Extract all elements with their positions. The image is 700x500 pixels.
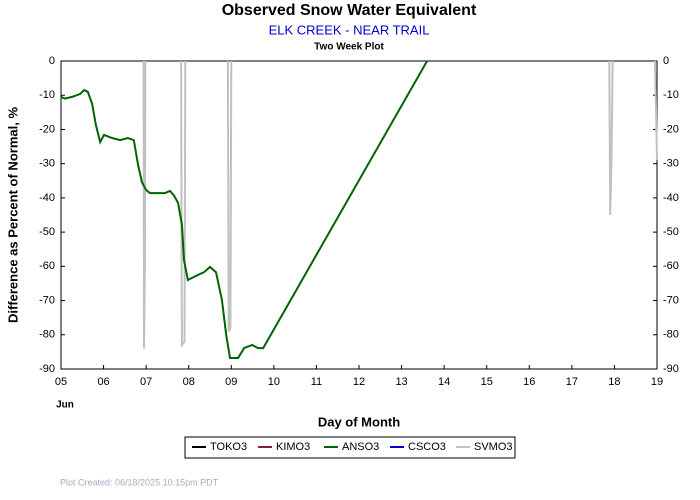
x-sublabel: Jun [56, 400, 74, 411]
chart-title: Observed Snow Water Equivalent [222, 2, 477, 19]
y-axis-label: Difference as Percent of Normal, % [5, 107, 20, 323]
plot-frame [60, 60, 658, 370]
x-axis-label: Day of Month [318, 414, 400, 429]
x-tick-label: 12 [353, 376, 365, 388]
y-tick-label: -60 [39, 260, 55, 272]
x-tick-label: 15 [481, 376, 493, 388]
x-tick-label: 08 [183, 376, 195, 388]
x-tick-label: 13 [395, 376, 407, 388]
legend-label: SVMO3 [474, 441, 513, 453]
y2-tick-label: 0 [663, 55, 669, 67]
x-tick-label: 19 [651, 376, 663, 388]
y2-tick-label: -30 [663, 158, 679, 170]
y2-tick-label: -90 [663, 363, 679, 375]
y2-tick-label: -20 [663, 123, 679, 135]
x-tick-label: 17 [566, 376, 578, 388]
y-tick-label: -50 [39, 226, 55, 238]
plot-label: Two Week Plot [314, 42, 384, 53]
legend-label: ANSO3 [342, 441, 379, 453]
y2-tick-label: -40 [663, 192, 679, 204]
y-tick-label: -10 [39, 89, 55, 101]
y-tick-label: -70 [39, 294, 55, 306]
x-tick-label: 18 [608, 376, 620, 388]
y-tick-label: -30 [39, 158, 55, 170]
legend-label: KIMO3 [276, 441, 310, 453]
y2-tick-label: -50 [663, 226, 679, 238]
y2-tick-label: -60 [663, 260, 679, 272]
y2-tick-label: -80 [663, 329, 679, 341]
series-line [60, 60, 428, 359]
x-tick-label: 09 [225, 376, 237, 388]
chart-subtitle: ELK CREEK - NEAR TRAIL [269, 22, 430, 37]
x-tick-label: 16 [523, 376, 535, 388]
x-tick-label: 06 [97, 376, 109, 388]
series-line [142, 60, 658, 349]
footer: Plot Created: 06/18/2025 10:15pm PDT [60, 477, 219, 487]
y-tick-label: -20 [39, 123, 55, 135]
x-tick-label: 14 [438, 376, 450, 388]
legend-label: TOKO3 [210, 441, 247, 453]
y-tick-label: -90 [39, 363, 55, 375]
y-tick-label: 0 [49, 55, 55, 67]
x-tick-label: 11 [311, 376, 322, 388]
x-tick-label: 07 [140, 376, 152, 388]
y2-tick-label: -10 [663, 89, 679, 101]
x-tick-label: 10 [268, 376, 280, 388]
y2-tick-label: -70 [663, 294, 679, 306]
y-tick-label: -80 [39, 329, 55, 341]
legend-box [184, 436, 516, 459]
legend-label: CSCO3 [408, 441, 446, 453]
x-tick-label: 05 [55, 376, 67, 388]
y-tick-label: -40 [39, 192, 55, 204]
